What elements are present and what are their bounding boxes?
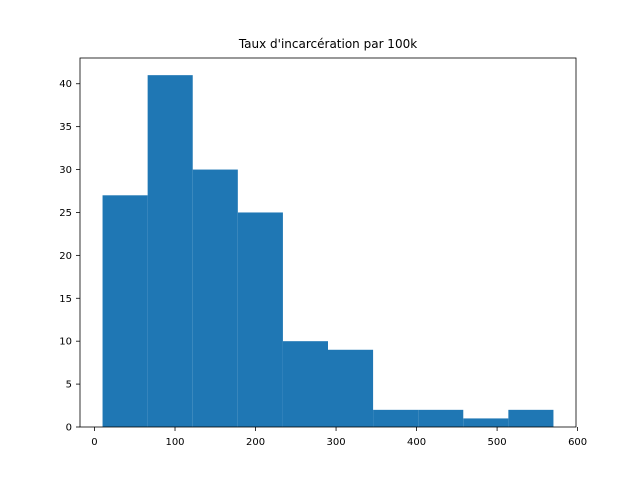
y-tick-label: 40 — [59, 79, 72, 90]
histogram-bar-3 — [237, 212, 283, 427]
y-tick-label: 25 — [59, 208, 72, 219]
y-tick-label: 10 — [59, 337, 72, 348]
x-tick-label: 100 — [165, 437, 184, 448]
x-tick-label: 400 — [407, 437, 426, 448]
histogram-bar-2 — [192, 169, 238, 427]
histogram-bar-5 — [328, 349, 374, 427]
y-tick-label: 20 — [59, 251, 72, 262]
bars-group — [102, 75, 554, 427]
y-tick-label: 15 — [59, 294, 72, 305]
plot-frame — [79, 57, 577, 428]
histogram-bar-9 — [508, 409, 554, 427]
histogram-bar-6 — [373, 409, 419, 427]
x-tick-label: 200 — [246, 437, 265, 448]
x-axis-ticks: 0 100 200 300 400 500 600 — [91, 427, 587, 448]
y-axis-ticks: 0 5 10 15 20 25 30 35 40 — [59, 79, 80, 434]
chart-title: Taux d'incarcération par 100k — [238, 37, 417, 51]
x-tick-label: 0 — [91, 437, 97, 448]
y-tick-label: 0 — [66, 423, 72, 434]
histogram-bar-4 — [282, 341, 328, 427]
y-tick-label: 5 — [66, 380, 72, 391]
x-tick-label: 600 — [568, 437, 587, 448]
x-tick-label: 300 — [327, 437, 346, 448]
histogram-bar-8 — [463, 418, 509, 427]
y-tick-label: 35 — [59, 122, 72, 133]
histogram-bar-0 — [102, 195, 148, 427]
y-tick-label: 30 — [59, 165, 72, 176]
histogram-bar-7 — [418, 409, 464, 427]
histogram-bar-1 — [147, 75, 193, 427]
x-tick-label: 500 — [488, 437, 507, 448]
